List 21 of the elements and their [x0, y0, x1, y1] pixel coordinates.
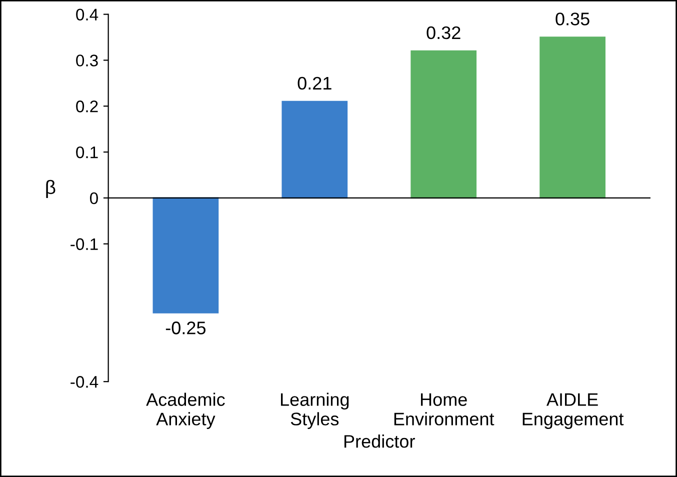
data-label: 0.32: [426, 26, 460, 40]
y-tick-label: 0.1: [76, 146, 98, 158]
x-tick-label: Learning Styles: [280, 392, 349, 429]
bar: [152, 197, 219, 314]
y-axis-title: β: [46, 180, 56, 198]
y-tick-label: 0.4: [76, 8, 98, 21]
data-label: 0.35: [556, 12, 590, 26]
bar: [540, 36, 606, 199]
data-label: -0.25: [166, 322, 206, 334]
x-axis-title: Predictor: [344, 434, 415, 448]
y-tick-label: -0.1: [70, 238, 98, 250]
y-tick-label: 0.2: [76, 100, 98, 112]
y-tick-label: 0.3: [76, 54, 98, 66]
x-tick-label: Home Environment: [394, 393, 494, 426]
x-tick-label: Academic Anxiety: [146, 392, 225, 429]
bar: [410, 50, 477, 199]
y-tick-label: 0: [90, 192, 98, 204]
x-tick-label: AIDLE Engagement: [522, 393, 624, 429]
y-tick-label: -0.4: [70, 376, 98, 388]
bar: [282, 100, 348, 199]
data-label: 0.21: [298, 76, 332, 90]
